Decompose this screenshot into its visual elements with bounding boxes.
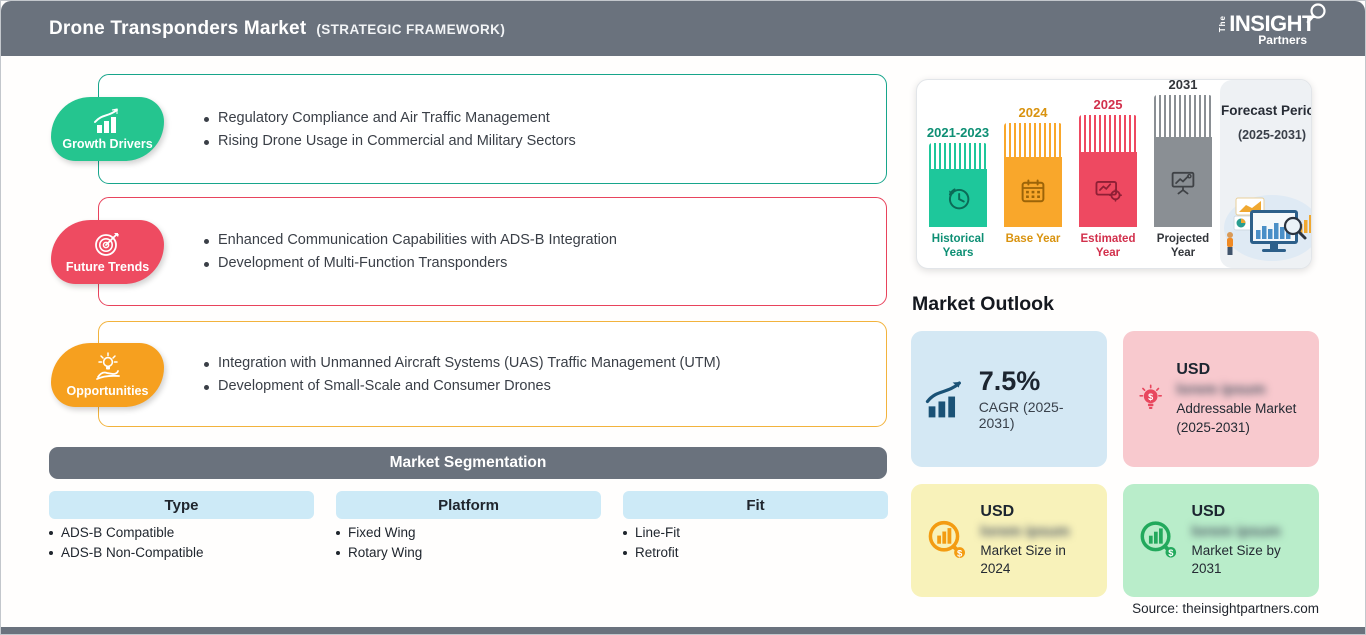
magnifier-chart-green-icon: $ — [1140, 520, 1177, 558]
masked-value: lorem ipsum — [980, 522, 1070, 540]
footer-strip — [1, 627, 1365, 634]
source-attribution: Source: theinsightpartners.com — [1132, 601, 1319, 616]
forecast-period-panel: Forecast Period (2025-2031) — [1220, 80, 1311, 268]
currency-label: USD — [980, 502, 1015, 520]
logo-insight: INSIGHT — [1229, 10, 1315, 36]
list-item: Rotary Wing — [336, 545, 601, 560]
growth-drivers-box: Regulatory Compliance and Air Traffic Ma… — [98, 74, 887, 184]
lightbulb-hand-icon — [95, 352, 120, 380]
logo-partners: Partners — [1258, 32, 1307, 47]
bullet-text: Regulatory Compliance and Air Traffic Ma… — [218, 109, 550, 126]
magnifier-chart-orange-icon: $ — [928, 520, 966, 559]
masked-value: lorem ipsum — [1176, 381, 1266, 399]
timeline-bar-projected: 2031 Projected Year — [1150, 79, 1216, 262]
bar-label: Projected Year — [1156, 233, 1210, 260]
bullet-text: Integration with Unmanned Aircraft Syste… — [218, 354, 721, 371]
svg-text:$: $ — [1148, 392, 1153, 402]
future-trends-box: Enhanced Communication Capabilities with… — [98, 197, 887, 306]
forecast-range: (2025-2031) — [1237, 127, 1307, 142]
bar-year: 2025 — [1093, 97, 1123, 112]
list-item: Enhanced Communication Capabilities with… — [204, 232, 866, 248]
research-timeline-card: 2021-2023 Historical Years 2024 — [916, 79, 1312, 269]
page-subtitle: (STRATEGIC FRAMEWORK) — [316, 21, 506, 37]
cagr-growth-icon — [925, 381, 961, 418]
bar-year: 2031 — [1168, 79, 1198, 92]
segment-item: ADS-B Compatible — [61, 525, 175, 540]
currency-label: USD — [1191, 502, 1226, 520]
bar-label: Base Year — [1005, 233, 1061, 245]
target-dart-icon — [94, 233, 119, 256]
list-item: Integration with Unmanned Aircraft Syste… — [204, 355, 866, 371]
svg-text:$: $ — [957, 548, 963, 559]
opportunities-box: Integration with Unmanned Aircraft Syste… — [98, 321, 887, 427]
segment-column-fit: Fit — [623, 491, 888, 519]
forecast-title: Forecast Period — [1220, 103, 1311, 118]
clock-history-icon — [948, 188, 970, 210]
segment-item: Rotary Wing — [348, 545, 423, 560]
svg-text:$: $ — [1168, 548, 1174, 558]
segment-items-fit: Line-Fit Retrofit — [623, 525, 888, 560]
timeline-bar-base: 2024 — [1000, 105, 1066, 262]
card-label: Market Size in 2024 — [980, 542, 1066, 576]
estimate-monitor-gear-icon — [1095, 180, 1122, 202]
segment-item: ADS-B Non-Compatible — [61, 545, 204, 560]
list-item: Development of Small-Scale and Consumer … — [204, 378, 866, 394]
card-label: Market Size by 2031 — [1191, 542, 1281, 576]
segment-item: Retrofit — [635, 545, 679, 560]
bullet-text: Enhanced Communication Capabilities with… — [218, 232, 617, 248]
segment-column-type: Type — [49, 491, 314, 519]
masked-value: lorem ipsum — [1191, 522, 1281, 540]
opportunities-badge: Opportunities — [51, 343, 164, 407]
insight-partners-logo: The INSIGHT Partners — [1218, 2, 1326, 47]
market-size-2031-card: $ USD lorem ipsum Market Size by 2031 — [1123, 484, 1319, 597]
list-item: Fixed Wing — [336, 525, 601, 540]
bar-year: 2021-2023 — [926, 125, 990, 140]
list-item: Regulatory Compliance and Air Traffic Ma… — [204, 110, 866, 126]
market-outlook-heading: Market Outlook — [912, 293, 1054, 315]
growth-chart-icon — [93, 108, 118, 133]
header-bar: Drone Transponders Market (STRATEGIC FRA… — [1, 1, 1365, 56]
list-item: ADS-B Non-Compatible — [49, 545, 314, 560]
currency-label: USD — [1176, 361, 1211, 379]
market-segmentation-header: Market Segmentation — [49, 447, 887, 479]
bar-label: Estimated Year — [1080, 233, 1136, 260]
timeline-bar-estimated: 2025 E — [1075, 97, 1141, 262]
segment-items-platform: Fixed Wing Rotary Wing — [336, 525, 601, 560]
badge-label: Opportunities — [66, 384, 149, 398]
calendar-icon — [1021, 179, 1045, 203]
growth-drivers-badge: Growth Drivers — [51, 97, 164, 161]
cagr-card: 7.5% CAGR (2025-2031) — [911, 331, 1107, 467]
cagr-label: CAGR (2025-2031) — [978, 398, 1064, 431]
list-item: Development of Multi-Function Transponde… — [204, 255, 866, 271]
projection-board-icon — [1171, 171, 1195, 195]
list-item: ADS-B Compatible — [49, 525, 314, 540]
addressable-market-card: $ USD lorem ipsum Addressable Market (20… — [1123, 331, 1319, 467]
badge-label: Growth Drivers — [62, 137, 153, 151]
badge-label: Future Trends — [65, 260, 150, 274]
analytics-illustration — [1224, 195, 1311, 261]
card-label: Addressable Market (2025-2031) — [1176, 401, 1297, 435]
segment-item: Line-Fit — [635, 525, 681, 540]
magnifier-icon — [1306, 2, 1326, 23]
page-title: Drone Transponders Market — [49, 17, 307, 39]
list-item: Retrofit — [623, 545, 888, 560]
bullet-text: Development of Multi-Function Transponde… — [218, 255, 508, 271]
logo-the: The — [1218, 14, 1228, 32]
segment-column-platform: Platform — [336, 491, 601, 519]
list-item: Line-Fit — [623, 525, 888, 540]
bulb-dollar-icon: $ — [1139, 384, 1163, 409]
list-item: Rising Drone Usage in Commercial and Mil… — [204, 133, 866, 149]
market-size-2024-card: $ USD lorem ipsum Market Size in 2024 — [911, 484, 1107, 597]
future-trends-badge: Future Trends — [51, 220, 164, 284]
cagr-value: 7.5% — [978, 366, 1041, 397]
segment-item: Fixed Wing — [348, 525, 416, 540]
segment-items-type: ADS-B Compatible ADS-B Non-Compatible — [49, 525, 314, 560]
bullet-text: Development of Small-Scale and Consumer … — [218, 377, 551, 394]
timeline-bar-historical: 2021-2023 Historical Years — [925, 125, 991, 262]
bar-year: 2024 — [1018, 105, 1048, 120]
bullet-text: Rising Drone Usage in Commercial and Mil… — [218, 132, 576, 149]
bar-label: Historical Years — [931, 233, 985, 260]
